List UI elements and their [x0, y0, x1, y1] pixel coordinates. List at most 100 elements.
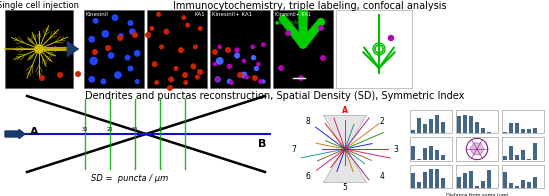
- Circle shape: [133, 33, 137, 37]
- Bar: [441, 179, 445, 188]
- Bar: [533, 128, 537, 133]
- Circle shape: [198, 70, 202, 74]
- Bar: [475, 122, 479, 133]
- Bar: [5, 10, 73, 88]
- Polygon shape: [323, 115, 367, 149]
- Circle shape: [254, 66, 259, 71]
- Circle shape: [155, 81, 159, 84]
- Text: KinesinII+ KA1: KinesinII+ KA1: [212, 12, 252, 17]
- Bar: [481, 181, 485, 188]
- Circle shape: [242, 59, 245, 63]
- Circle shape: [257, 63, 260, 66]
- Circle shape: [317, 18, 324, 25]
- Text: KinesinII: KinesinII: [86, 12, 109, 17]
- Circle shape: [321, 56, 325, 60]
- Circle shape: [89, 36, 94, 42]
- Circle shape: [178, 48, 183, 52]
- Circle shape: [305, 33, 313, 41]
- Bar: [521, 180, 525, 188]
- Circle shape: [76, 72, 80, 76]
- Circle shape: [227, 80, 231, 83]
- Circle shape: [229, 81, 233, 84]
- Bar: [463, 173, 467, 188]
- Circle shape: [253, 76, 257, 80]
- Circle shape: [150, 27, 154, 30]
- Polygon shape: [470, 143, 484, 155]
- Circle shape: [128, 66, 133, 71]
- Bar: [147, 10, 207, 88]
- Bar: [410, 110, 452, 133]
- Bar: [423, 148, 427, 160]
- Circle shape: [295, 34, 302, 42]
- Bar: [435, 150, 439, 160]
- Circle shape: [167, 86, 172, 90]
- Bar: [336, 10, 412, 88]
- Text: Single cell injection: Single cell injection: [0, 1, 79, 10]
- Circle shape: [106, 46, 110, 50]
- Circle shape: [112, 15, 117, 20]
- Circle shape: [216, 58, 223, 64]
- Bar: [210, 10, 270, 88]
- Circle shape: [279, 66, 283, 70]
- Polygon shape: [298, 10, 308, 44]
- Text: 30: 30: [82, 127, 88, 132]
- Circle shape: [157, 13, 160, 16]
- Circle shape: [108, 53, 114, 58]
- Bar: [429, 119, 433, 133]
- Bar: [423, 124, 427, 133]
- Bar: [521, 130, 525, 133]
- Circle shape: [316, 21, 323, 28]
- Circle shape: [235, 48, 239, 52]
- Text: 5: 5: [343, 182, 348, 191]
- Circle shape: [389, 35, 394, 41]
- Bar: [417, 159, 421, 160]
- Circle shape: [297, 37, 305, 45]
- Circle shape: [102, 31, 109, 37]
- Bar: [457, 177, 461, 188]
- Bar: [502, 165, 544, 188]
- Polygon shape: [323, 149, 367, 183]
- Bar: [487, 132, 491, 133]
- Bar: [503, 172, 507, 188]
- Text: A: A: [342, 106, 348, 115]
- Bar: [273, 10, 333, 88]
- Circle shape: [145, 33, 150, 37]
- Bar: [509, 146, 513, 160]
- Bar: [515, 154, 519, 160]
- Circle shape: [58, 73, 62, 77]
- Bar: [463, 115, 467, 133]
- Bar: [515, 186, 519, 188]
- Text: 6: 6: [305, 172, 310, 181]
- FancyArrow shape: [5, 130, 25, 139]
- Bar: [411, 173, 415, 188]
- Circle shape: [115, 72, 121, 78]
- Bar: [457, 116, 461, 133]
- Circle shape: [135, 51, 140, 56]
- Bar: [521, 150, 525, 160]
- Bar: [509, 183, 513, 188]
- Bar: [456, 110, 498, 133]
- Circle shape: [215, 77, 220, 82]
- Bar: [410, 137, 452, 161]
- Circle shape: [226, 48, 230, 52]
- Bar: [441, 122, 445, 133]
- Circle shape: [183, 73, 187, 77]
- Bar: [502, 137, 544, 161]
- Circle shape: [303, 35, 311, 43]
- Circle shape: [117, 36, 122, 40]
- Circle shape: [284, 21, 291, 28]
- Circle shape: [299, 40, 307, 48]
- Bar: [515, 123, 519, 133]
- Bar: [429, 146, 433, 160]
- Circle shape: [160, 45, 163, 49]
- Circle shape: [262, 80, 265, 83]
- Circle shape: [299, 76, 303, 80]
- Circle shape: [286, 31, 290, 35]
- Text: 7: 7: [292, 144, 296, 153]
- Circle shape: [279, 15, 287, 23]
- Bar: [411, 146, 415, 160]
- Circle shape: [194, 45, 197, 49]
- Text: 4: 4: [380, 172, 385, 181]
- Circle shape: [169, 77, 173, 82]
- Bar: [441, 155, 445, 160]
